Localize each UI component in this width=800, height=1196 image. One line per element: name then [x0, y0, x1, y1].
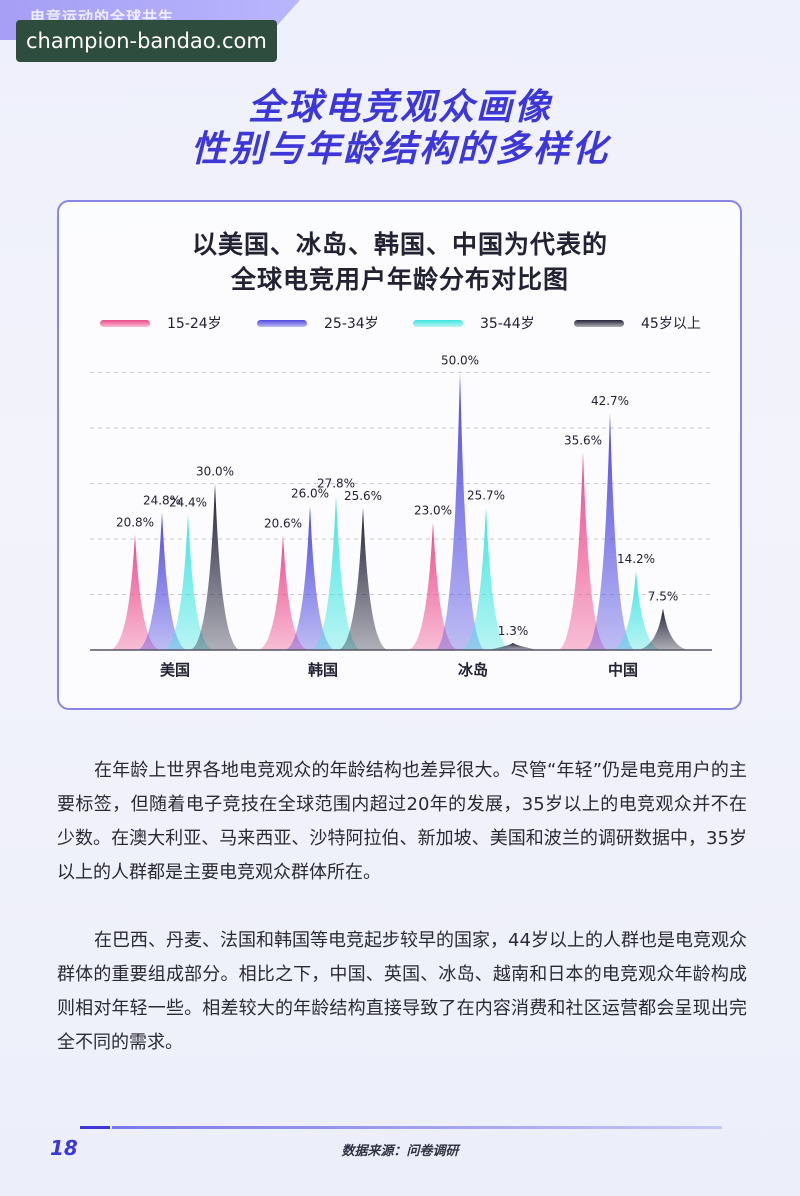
- peak-2-3: [488, 642, 538, 650]
- legend-label: 45岁以上: [641, 316, 701, 332]
- value-label: 25.6%: [344, 489, 382, 503]
- value-label: 42.7%: [591, 394, 629, 408]
- category-label: 中国: [608, 661, 638, 679]
- peak-1-1: [285, 505, 335, 650]
- page-title-line1: 全球电竞观众画像: [247, 87, 552, 128]
- legend-swatch: [100, 320, 150, 327]
- peak-0-3: [190, 483, 240, 650]
- category-label: 韩国: [308, 661, 338, 679]
- peak-0-2: [163, 514, 213, 650]
- body-paragraph-2: 在巴西、丹麦、法国和韩国等电竞起步较早的国家，44岁以上的人群也是电竞观众群体的…: [57, 930, 747, 1053]
- footer-accent-bar: [80, 1126, 110, 1129]
- legend-label: 35-44岁: [480, 316, 535, 332]
- peak-2-2: [461, 507, 511, 650]
- body-paragraph-1: 在年龄上世界各地电竞观众的年龄结构也差异很大。尽管“年轻”仍是电竞用户的主要标签…: [57, 760, 747, 883]
- peak-0-0: [110, 534, 160, 650]
- page-title-line2: 性别与年龄结构的多样化: [190, 129, 609, 170]
- peak-3-3: [638, 608, 688, 650]
- value-label: 20.6%: [264, 517, 302, 531]
- chart-title-line1: 以美国、冰岛、韩国、中国为代表的: [191, 230, 608, 259]
- value-label: 24.8%: [143, 493, 181, 507]
- value-label: 30.0%: [196, 465, 234, 479]
- data-source: 数据来源：问卷调研: [341, 1144, 459, 1159]
- value-label: 27.8%: [317, 477, 355, 491]
- legend-label: 25-34岁: [324, 316, 379, 332]
- watermark: champion-bandao.com: [16, 20, 277, 62]
- peak-1-0: [258, 535, 308, 650]
- category-label: 美国: [160, 661, 190, 679]
- value-label: 14.2%: [617, 552, 655, 566]
- peak-2-1: [435, 372, 485, 650]
- value-label: 23.0%: [414, 503, 452, 517]
- page-number: 18: [50, 1136, 78, 1160]
- peak-2-0: [408, 522, 458, 650]
- value-label: 7.5%: [648, 589, 679, 603]
- legend-swatch: [257, 320, 307, 327]
- peak-3-2: [611, 571, 661, 650]
- legend-swatch: [413, 320, 463, 327]
- value-label: 50.0%: [441, 354, 479, 368]
- peak-1-3: [338, 507, 388, 650]
- value-label: 25.7%: [467, 488, 505, 502]
- peak-3-0: [558, 452, 608, 650]
- value-label: 26.0%: [291, 487, 329, 501]
- value-label: 20.8%: [116, 516, 154, 530]
- peak-3-1: [585, 413, 635, 650]
- value-label: 35.6%: [564, 433, 602, 447]
- peak-1-2: [311, 495, 361, 650]
- legend-swatch: [574, 320, 624, 327]
- category-label: 冰岛: [458, 661, 488, 679]
- chart-title-line2: 全球电竞用户年龄分布对比图: [230, 265, 569, 294]
- value-label: 1.3%: [498, 624, 529, 638]
- value-label: 24.4%: [169, 496, 207, 510]
- legend-label: 15-24岁: [167, 316, 222, 332]
- peak-0-1: [137, 512, 187, 650]
- footer-line: [112, 1126, 722, 1129]
- age-distribution-chart: 15-24岁 25-34岁 35-44岁 45岁以上 20.8% 24.8%24.4% 30…: [90, 316, 712, 679]
